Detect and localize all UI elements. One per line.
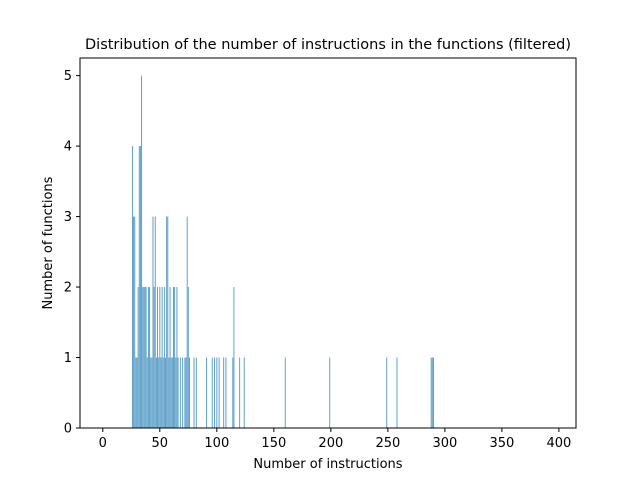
y-axis-label: Number of functions <box>41 176 56 309</box>
histogram-bar <box>211 357 213 428</box>
bars-group <box>131 75 434 429</box>
histogram-bar <box>134 216 136 428</box>
histogram-bar <box>159 287 161 428</box>
x-tick-label: 50 <box>152 436 169 451</box>
x-tick-label: 400 <box>546 436 571 451</box>
histogram-bar <box>150 357 152 428</box>
histogram-bar <box>206 357 208 428</box>
histogram-bar <box>168 357 170 428</box>
histogram-bar <box>144 287 146 428</box>
histogram-bar <box>171 357 173 428</box>
histogram-bar <box>163 287 165 428</box>
histogram-bar <box>157 287 159 428</box>
histogram-bar <box>329 357 331 428</box>
histogram-bar <box>284 357 286 428</box>
histogram-bar <box>179 357 181 428</box>
histogram-bar <box>223 357 225 428</box>
histogram-bar <box>167 216 169 428</box>
y-tick-label: 4 <box>64 140 72 155</box>
x-axis-ticks: 0 50 100 150 200 250 300 350 400 <box>99 428 571 451</box>
histogram-bar <box>216 357 218 428</box>
x-tick-label: 150 <box>261 436 286 451</box>
histogram-bar <box>131 146 133 428</box>
histogram-bar <box>169 287 171 428</box>
histogram-bar <box>161 287 163 428</box>
chart-title: Distribution of the number of instructio… <box>85 37 571 53</box>
histogram-bar <box>133 216 135 428</box>
histogram-bar <box>142 287 144 428</box>
histogram-bar <box>152 216 154 428</box>
histogram-bar <box>170 357 172 428</box>
histogram-bar <box>225 357 227 428</box>
histogram-bar <box>430 357 432 428</box>
x-tick-label: 100 <box>204 436 229 451</box>
histogram-bar <box>173 287 174 428</box>
x-tick-label: 300 <box>432 436 457 451</box>
histogram-bar <box>151 357 153 428</box>
histogram-bar <box>232 357 234 428</box>
histogram-bar <box>146 357 148 428</box>
y-tick-label: 3 <box>64 210 72 225</box>
histogram-bar <box>233 287 235 428</box>
histogram-bar <box>138 146 140 428</box>
histogram-bar <box>182 357 184 428</box>
histogram-bar <box>239 357 241 428</box>
histogram-bar <box>193 357 195 428</box>
histogram-bar <box>149 287 151 428</box>
histogram-bar <box>186 216 188 428</box>
histogram-bar <box>143 287 145 428</box>
histogram-bar <box>214 357 216 428</box>
x-tick-label: 350 <box>489 436 514 451</box>
histogram-bar <box>386 357 388 428</box>
histogram-bar <box>154 216 156 428</box>
histogram-bar <box>139 146 141 428</box>
y-tick-label: 5 <box>64 69 72 84</box>
y-tick-label: 2 <box>64 281 72 296</box>
histogram-bar <box>195 357 197 428</box>
histogram-bar <box>153 287 155 428</box>
x-tick-label: 250 <box>375 436 400 451</box>
histogram-bar <box>184 357 186 428</box>
histogram-bar <box>155 357 157 428</box>
histogram-bar <box>396 357 398 428</box>
histogram-bar <box>135 357 137 428</box>
histogram-bar <box>162 357 164 428</box>
histogram-bar <box>145 287 147 428</box>
histogram-bar <box>176 287 178 428</box>
histogram-bar <box>160 357 162 428</box>
histogram-bar <box>137 287 139 428</box>
histogram-bar <box>218 357 220 428</box>
histogram-bar <box>147 287 149 428</box>
histogram-bar <box>166 216 168 428</box>
histogram-bar <box>177 357 179 428</box>
histogram-bar <box>185 357 187 428</box>
histogram-bar <box>165 357 166 428</box>
histogram-bar <box>431 357 433 428</box>
x-tick-label: 200 <box>318 436 343 451</box>
histogram-bar <box>432 357 434 428</box>
plot-frame <box>79 57 577 429</box>
x-axis-label: Number of instructions <box>253 457 402 472</box>
y-axis-ticks: 0 1 2 3 4 5 <box>64 69 80 437</box>
histogram-bar <box>188 357 190 428</box>
x-tick-label: 0 <box>99 436 107 451</box>
y-tick-label: 1 <box>64 351 72 366</box>
histogram-bar <box>187 287 189 428</box>
histogram-bar <box>174 287 176 428</box>
y-tick-label: 0 <box>64 422 72 437</box>
histogram-bar <box>243 357 245 428</box>
histogram-bar <box>158 357 160 428</box>
histogram-bar <box>136 357 138 428</box>
histogram-bar <box>141 75 143 429</box>
histogram-bar <box>175 357 177 428</box>
